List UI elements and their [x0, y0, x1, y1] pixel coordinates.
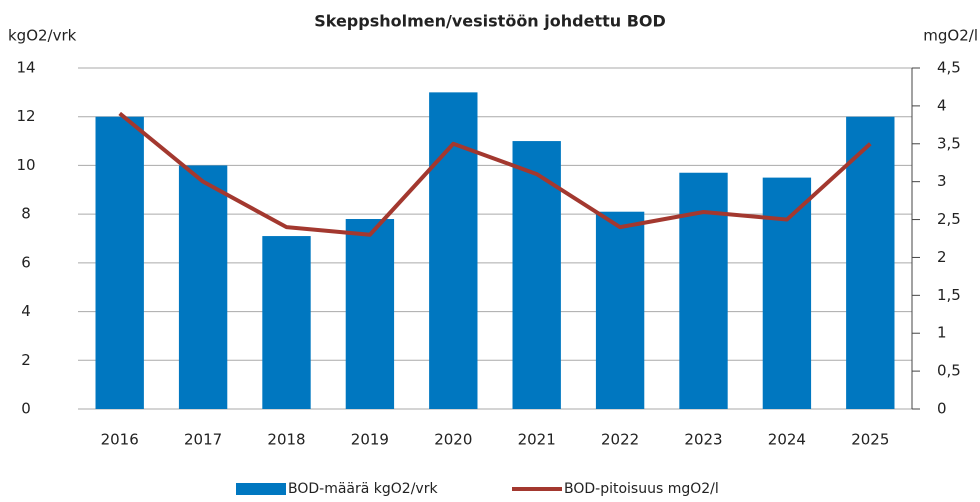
bar [345, 219, 395, 409]
y2-tick-label: 0 [937, 400, 947, 418]
y-tick-label: 4 [21, 302, 31, 320]
x-tick-label: 2022 [601, 431, 639, 449]
y2-tick-label: 2,5 [937, 210, 961, 228]
y-tick-label: 12 [16, 107, 35, 125]
line [118, 111, 872, 237]
y2-tick-label: 1,5 [937, 286, 961, 304]
bar [762, 177, 812, 409]
y2-tick-label: 3 [937, 172, 947, 190]
y2-tick-label: 3,5 [937, 134, 961, 152]
x-tick-label: 2016 [101, 431, 139, 449]
legend-label: BOD-pitoisuus mgO2/l [564, 481, 719, 497]
bar [429, 92, 478, 409]
y-tick-label: 6 [21, 253, 31, 271]
x-tick-label: 2021 [518, 431, 556, 449]
bar [262, 236, 311, 409]
bar [595, 211, 645, 409]
y2-tick-label: 2 [937, 248, 947, 266]
x-tick-label: 2018 [267, 431, 305, 449]
bar [512, 141, 561, 410]
legend-swatch [236, 483, 286, 495]
bar [95, 116, 144, 409]
legend-label: BOD-määrä kgO2/vrk [288, 481, 438, 497]
y2-tick-label: 4,5 [937, 59, 961, 77]
y-tick-label: 8 [21, 205, 31, 223]
y-tick-label: 0 [21, 400, 31, 418]
x-tick-label: 2024 [768, 431, 806, 449]
chart-title: Skeppsholmen/vesistöön johdettu BOD [314, 12, 666, 31]
y-tick-label: 14 [16, 59, 35, 77]
y-axis-label: kgO2/vrk [8, 27, 77, 45]
y2-axis-label: mgO2/l [923, 27, 978, 45]
y2-tick-label: 1 [937, 324, 947, 342]
y-tick-label: 2 [21, 351, 31, 369]
bar [178, 165, 228, 409]
bar [846, 116, 895, 409]
y2-tick-label: 0,5 [937, 362, 961, 380]
x-tick-label: 2023 [684, 431, 722, 449]
x-tick-label: 2025 [851, 431, 889, 449]
x-tick-label: 2020 [434, 431, 472, 449]
y2-tick-label: 4 [937, 96, 947, 114]
x-tick-label: 2017 [184, 431, 222, 449]
bar [679, 172, 728, 409]
y-tick-label: 10 [16, 156, 35, 174]
x-tick-label: 2019 [351, 431, 389, 449]
